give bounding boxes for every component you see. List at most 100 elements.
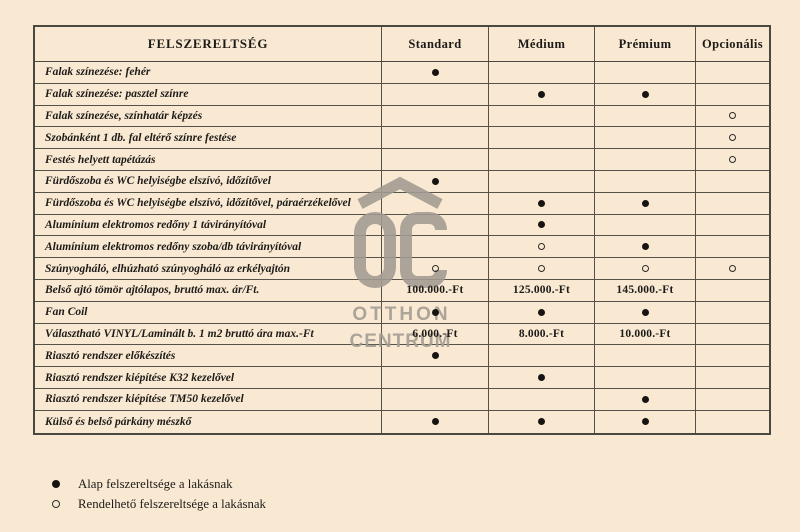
cell-premium xyxy=(595,388,696,410)
cell-opcionalis xyxy=(696,280,769,301)
cell-opcionalis xyxy=(696,389,769,410)
feature-label-cell: Riasztó rendszer előkészítés xyxy=(35,345,382,367)
open-dot-icon xyxy=(641,265,649,273)
cell-medium: 125.000.-Ft xyxy=(489,279,595,301)
cell-standard xyxy=(382,258,489,279)
cell-opcionalis xyxy=(696,302,769,323)
legend-item-orderable: Rendelhető felszereltsége a lakásnak xyxy=(50,494,266,514)
table-row: Belső ajtó tömör ajtólapos, bruttó max. … xyxy=(35,279,769,302)
open-dot-icon xyxy=(729,112,736,120)
legend-text: Alap felszereltsége a lakásnak xyxy=(78,476,233,491)
price-value: 8.000.-Ft xyxy=(518,327,565,340)
filled-dot-icon xyxy=(538,418,545,426)
cell-standard xyxy=(382,367,489,388)
feature-label-cell: Falak színezése: fehér xyxy=(35,62,382,83)
cell-medium xyxy=(489,301,595,323)
price-value: 10.000.-Ft xyxy=(619,327,671,340)
cell-standard xyxy=(382,345,489,367)
table-row: Fan Coil xyxy=(35,301,769,324)
filled-dot-icon xyxy=(641,243,649,251)
filled-dot-icon xyxy=(538,308,545,316)
table-body: Falak színezése: fehér Falak színezése: p… xyxy=(35,62,769,433)
filled-dot-icon xyxy=(538,90,545,98)
filled-dot-icon xyxy=(641,199,649,207)
cell-opcionalis xyxy=(696,62,769,83)
feature-label: Belső ajtó tömör ajtólapos, bruttó max. … xyxy=(45,284,260,297)
feature-label-cell: Riasztó rendszer kiépítése K32 kezelővel xyxy=(35,367,382,388)
column-header-feature: FELSZERELTSÉG xyxy=(35,27,382,61)
cell-premium xyxy=(595,345,696,367)
cell-standard xyxy=(382,388,489,410)
cell-medium xyxy=(489,214,595,236)
cell-opcionalis xyxy=(696,236,769,257)
filled-dot-icon xyxy=(431,352,439,360)
feature-label-cell: Riasztó rendszer kiépítése TM50 kezelőve… xyxy=(35,388,382,410)
cell-medium xyxy=(489,192,595,214)
cell-medium xyxy=(489,388,595,410)
filled-dot-icon xyxy=(641,308,649,316)
table-row: Festés helyett tapétázás xyxy=(35,149,769,171)
feature-label-cell: Falak színezése, színhatár képzés xyxy=(35,105,382,127)
cell-opcionalis xyxy=(696,324,769,345)
cell-medium xyxy=(489,170,595,192)
open-dot-icon xyxy=(729,134,736,142)
cell-premium: 145.000.-Ft xyxy=(595,279,696,301)
feature-label: Fürdőszoba és WC helyiségbe elszívó, idő… xyxy=(45,197,351,210)
cell-premium xyxy=(595,214,696,236)
feature-label-cell: Szobánként 1 db. fal eltérő színre festé… xyxy=(35,127,382,149)
cell-standard xyxy=(382,170,489,192)
cell-opcionalis xyxy=(696,127,769,148)
feature-label-cell: Fürdőszoba és WC helyiségbe elszívó, idő… xyxy=(35,170,382,192)
column-header-medium: Médium xyxy=(489,27,595,61)
column-header-label: Opcionális xyxy=(702,36,763,51)
cell-medium xyxy=(489,410,595,433)
feature-label: Riasztó rendszer előkészítés xyxy=(45,349,176,362)
table-row: Fürdőszoba és WC helyiségbe elszívó, idő… xyxy=(35,192,769,215)
cell-standard xyxy=(382,105,489,127)
table-row: Riasztó rendszer kiépítése K32 kezelővel xyxy=(35,367,769,389)
filled-dot-icon xyxy=(431,418,439,426)
feature-label: Riasztó rendszer kiépítése K32 kezelővel xyxy=(45,371,235,384)
table-row: Alumínium elektromos redőny 1 távirányít… xyxy=(35,214,769,237)
filled-dot-icon xyxy=(431,177,439,185)
price-value: 125.000.-Ft xyxy=(512,284,571,297)
feature-label: Alumínium elektromos redőny 1 távirányít… xyxy=(45,218,267,231)
table-row: Riasztó rendszer előkészítés xyxy=(35,345,769,368)
table-row: Alumínium elektromos redőny szoba/db táv… xyxy=(35,236,769,259)
cell-premium xyxy=(595,170,696,192)
filled-dot-icon xyxy=(538,221,545,229)
table-row: Fürdőszoba és WC helyiségbe elszívó, idő… xyxy=(35,170,769,193)
open-dot-icon xyxy=(431,265,439,273)
feature-label-cell: Belső ajtó tömör ajtólapos, bruttó max. … xyxy=(35,279,382,301)
feature-label: Külső és belső párkány mészkő xyxy=(45,415,192,428)
cell-premium: 10.000.-Ft xyxy=(595,323,696,345)
table-row: Szobánként 1 db. fal eltérő színre festé… xyxy=(35,127,769,150)
cell-medium xyxy=(489,127,595,149)
cell-opcionalis xyxy=(696,345,769,366)
feature-label-cell: Alumínium elektromos redőny szoba/db táv… xyxy=(35,236,382,258)
table-row: Falak színezése, színhatár képzés xyxy=(35,105,769,128)
cell-standard: 6.000.-Ft xyxy=(382,323,489,345)
feature-label: Fürdőszoba és WC helyiségbe elszívó, idő… xyxy=(45,175,271,188)
legend: Alap felszereltsége a lakásnak Rendelhet… xyxy=(50,474,266,514)
feature-label-cell: Festés helyett tapétázás xyxy=(35,149,382,170)
column-header-label: Standard xyxy=(408,36,462,51)
cell-opcionalis xyxy=(696,84,769,105)
feature-label: Fan Coil xyxy=(45,306,88,319)
table-row: Falak színezése: pasztel színre xyxy=(35,83,769,106)
open-dot-icon xyxy=(52,500,60,508)
price-value: 100.000.-Ft xyxy=(406,284,464,297)
column-header-premium: Prémium xyxy=(595,27,696,61)
table-row: Falak színezése: fehér xyxy=(35,62,769,84)
filled-dot-icon xyxy=(641,90,649,98)
cell-medium xyxy=(489,105,595,127)
cell-premium xyxy=(595,62,696,83)
cell-medium xyxy=(489,367,595,388)
cell-opcionalis xyxy=(696,171,769,192)
cell-opcionalis xyxy=(696,215,769,236)
cell-standard: 100.000.-Ft xyxy=(382,279,489,301)
feature-label-cell: Falak színezése: pasztel színre xyxy=(35,83,382,105)
cell-standard xyxy=(382,301,489,323)
cell-premium xyxy=(595,236,696,258)
cell-medium xyxy=(489,236,595,258)
